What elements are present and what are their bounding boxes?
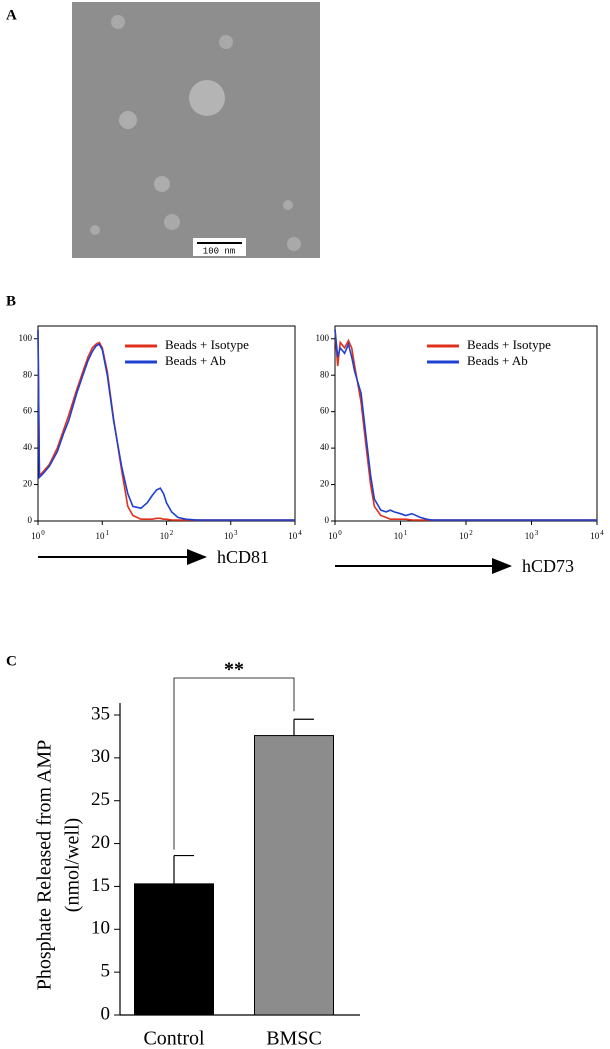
x-tick-exponent: 3 [535, 529, 539, 537]
x-tick-exponent: 2 [170, 529, 174, 537]
x-tick-label: 104 [590, 529, 604, 541]
y-tick-label: 80 [320, 369, 330, 379]
y-tick-label: 20 [23, 479, 33, 489]
x-tick-label: 101 [394, 529, 408, 541]
y-tick-label: 60 [23, 406, 33, 416]
y-tick-label: 0 [28, 515, 33, 525]
x-tick-base: 10 [288, 531, 298, 541]
x-tick-label: 101 [96, 529, 110, 541]
x-tick-base: 10 [224, 531, 234, 541]
x-tick-label: BMSC [266, 1028, 322, 1049]
error-bar [173, 854, 194, 884]
histogram-line [37, 329, 295, 521]
y-tick-label: 25 [91, 789, 110, 810]
x-tick-exponent: 1 [404, 529, 408, 537]
y-axis-label: Phosphate Released from AMP [34, 740, 56, 991]
y-tick-label: 0 [101, 1003, 111, 1024]
x-axis-label: hCD73 [522, 556, 574, 576]
y-tick-label: 40 [23, 442, 33, 452]
micrograph: 100 nm [72, 2, 320, 258]
x-tick-base: 10 [459, 531, 469, 541]
vesicle [219, 35, 233, 49]
panel-label: B [6, 293, 16, 309]
y-tick-label: 15 [91, 875, 110, 896]
vesicle [154, 176, 170, 192]
x-tick-exponent: 4 [298, 529, 302, 537]
x-tick-exponent: 1 [106, 529, 110, 537]
y-tick-label: 35 [91, 703, 110, 724]
x-axis-label: hCD81 [217, 547, 269, 567]
histogram-line [334, 329, 597, 521]
bar [134, 883, 214, 1016]
y-tick-label: 10 [91, 918, 110, 939]
vesicle [189, 80, 225, 116]
y-tick-label: 100 [19, 333, 33, 343]
x-tick-label: Control [143, 1028, 205, 1049]
x-tick-base: 10 [160, 531, 170, 541]
y-tick-label: 5 [101, 961, 111, 982]
micrograph-bg [72, 2, 320, 258]
vesicle [283, 200, 293, 210]
legend-label: Beads + Ab [467, 353, 528, 368]
x-tick-label: 100 [31, 529, 45, 541]
y-tick-label: 0 [325, 515, 330, 525]
legend-label: Beads + Isotype [467, 337, 551, 352]
x-tick-base: 10 [525, 531, 535, 541]
significance-bracket [173, 677, 295, 850]
y-tick-label: 100 [316, 333, 330, 343]
x-tick-base: 10 [394, 531, 404, 541]
legend-label: Beads + Ab [165, 353, 226, 368]
x-tick-label: 103 [224, 529, 238, 541]
x-tick-base: 10 [590, 531, 600, 541]
x-tick-label: 102 [160, 529, 174, 541]
legend-label: Beads + Isotype [165, 337, 249, 352]
y-tick-label: 80 [23, 369, 33, 379]
x-tick-base: 10 [328, 531, 338, 541]
bar [254, 735, 334, 1016]
panel-label: A [6, 7, 17, 23]
vesicle [119, 111, 137, 129]
vesicle [287, 237, 301, 251]
error-bar [293, 718, 314, 736]
y-tick-label: 20 [91, 832, 110, 853]
vesicle [164, 214, 180, 230]
x-tick-exponent: 4 [600, 529, 604, 537]
y-axis-label: (nmol/well) [62, 818, 84, 912]
x-tick-label: 100 [328, 529, 342, 541]
x-tick-label: 104 [288, 529, 302, 541]
scale-bar-label: 100 nm [203, 246, 235, 256]
x-tick-exponent: 3 [234, 529, 238, 537]
x-tick-exponent: 0 [338, 529, 342, 537]
x-tick-base: 10 [96, 531, 106, 541]
y-tick-label: 60 [320, 406, 330, 416]
x-tick-label: 102 [459, 529, 473, 541]
x-tick-exponent: 0 [41, 529, 45, 537]
significance-label: ** [224, 659, 244, 681]
histogram-line [334, 329, 597, 521]
plot-frame [334, 325, 598, 522]
panel-label: C [6, 653, 17, 669]
x-tick-label: 103 [525, 529, 539, 541]
vesicle [90, 225, 100, 235]
x-tick-base: 10 [31, 531, 41, 541]
x-tick-exponent: 2 [469, 529, 473, 537]
y-tick-label: 40 [320, 442, 330, 452]
y-tick-label: 30 [91, 746, 110, 767]
vesicle [111, 15, 125, 29]
y-tick-label: 20 [320, 479, 330, 489]
